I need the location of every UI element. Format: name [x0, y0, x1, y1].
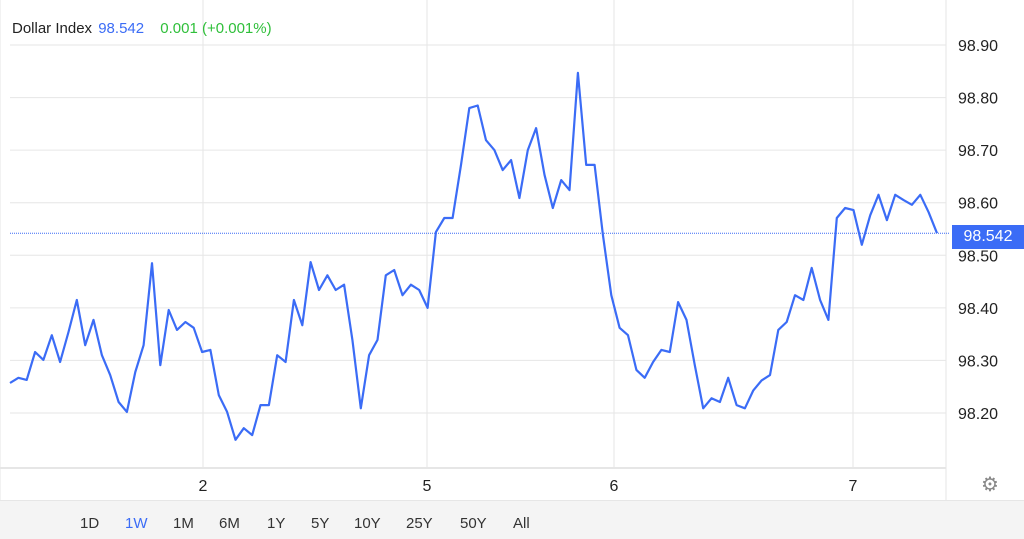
- y-tick-label: 98.40: [958, 301, 998, 318]
- instrument-title: Dollar Index: [12, 20, 93, 37]
- gear-icon[interactable]: ⚙: [981, 474, 999, 496]
- y-tick-label: 98.60: [958, 196, 998, 213]
- range-50y[interactable]: 50Y: [460, 515, 487, 532]
- x-tick-label: 7: [849, 478, 858, 495]
- y-tick-label: 98.80: [958, 91, 998, 108]
- chart-header: Dollar Index 98.542 0.001 (+0.001%): [12, 20, 272, 37]
- last-price-label: 98.542: [952, 225, 1024, 249]
- range-25y[interactable]: 25Y: [406, 515, 433, 532]
- y-tick-label: 98.30: [958, 353, 998, 370]
- y-tick-label: 98.90: [958, 38, 998, 55]
- range-1m[interactable]: 1M: [173, 515, 194, 532]
- range-10y[interactable]: 10Y: [354, 515, 381, 532]
- range-5y[interactable]: 5Y: [311, 515, 330, 532]
- x-tick-label: 2: [199, 478, 208, 495]
- range-toolbar: [0, 500, 1024, 539]
- range-1d[interactable]: 1D: [80, 515, 100, 532]
- x-tick-label: 5: [423, 478, 432, 495]
- range-1w[interactable]: 1W: [125, 515, 148, 532]
- range-1y[interactable]: 1Y: [267, 515, 286, 532]
- range-6m[interactable]: 6M: [219, 515, 240, 532]
- y-tick-label: 98.20: [958, 406, 998, 423]
- series-line: [9, 71, 939, 441]
- price-chart: 98.20 98.30 98.40 98.50 98.60 98.70 98.80 98.90…: [0, 0, 998, 500]
- current-price: 98.542: [98, 20, 145, 37]
- x-tick-label: 6: [610, 478, 619, 495]
- price-change: 0.001 (+0.001%): [160, 20, 272, 37]
- range-all[interactable]: All: [513, 515, 530, 532]
- y-tick-label: 98.70: [958, 143, 998, 160]
- y-tick-label: 98.50: [958, 248, 998, 265]
